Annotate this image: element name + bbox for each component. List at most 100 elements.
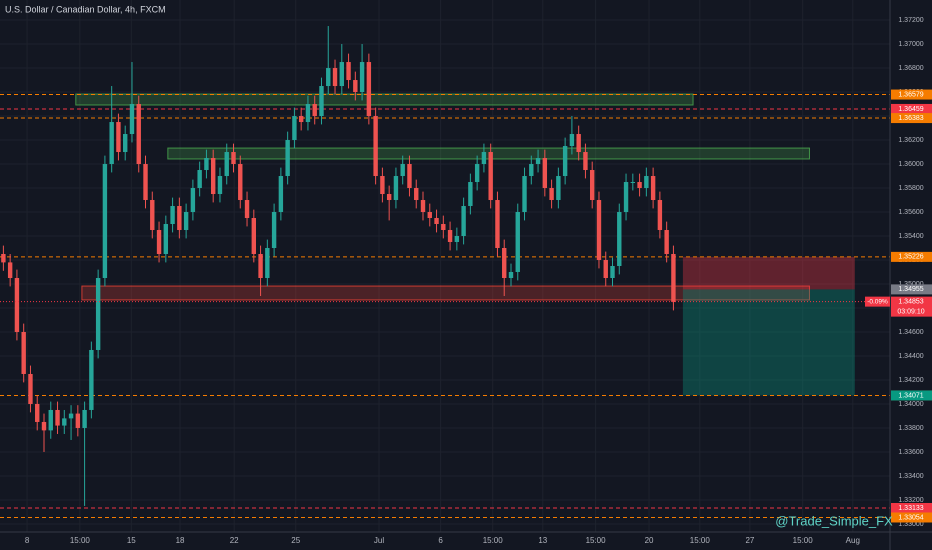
candle-body <box>488 152 493 201</box>
candle-body <box>326 68 331 87</box>
candle-body <box>393 176 399 201</box>
y-tick-label: 1.34000 <box>898 401 923 408</box>
candle-body <box>339 62 344 87</box>
y-tick-label: 1.34600 <box>898 329 923 336</box>
countdown-label: 03:09:10 <box>897 308 924 315</box>
candle-body <box>353 80 358 93</box>
candle-body <box>82 409 87 428</box>
candle-body <box>535 158 541 165</box>
candle-body <box>143 164 148 201</box>
candle-body <box>420 200 426 213</box>
candle-body <box>583 152 588 171</box>
candle-body <box>123 134 128 153</box>
candle-body <box>210 158 216 195</box>
candle-body <box>610 266 615 278</box>
level-label: 1.35226 <box>898 254 923 261</box>
candle-body <box>7 262 13 278</box>
y-tick-label: 1.35400 <box>898 233 923 240</box>
level-label-bg <box>891 103 932 114</box>
candle-body <box>109 122 114 165</box>
x-tick-label: 15:00 <box>483 536 504 545</box>
candle-body <box>542 158 548 189</box>
candle-body <box>515 212 520 272</box>
candle-body <box>576 134 581 153</box>
candle-body <box>95 277 101 350</box>
candle-body <box>359 62 365 93</box>
candle-body <box>89 349 94 410</box>
candle-body <box>163 224 169 255</box>
x-tick-label: 25 <box>291 536 300 545</box>
x-tick-label: 6 <box>438 536 443 545</box>
y-tick-label: 1.35800 <box>898 185 923 192</box>
y-tick-label: 1.33600 <box>898 449 923 456</box>
candle-body <box>637 182 642 189</box>
candle-body <box>278 176 284 213</box>
candle-body <box>427 212 432 219</box>
x-tick-label: 15:00 <box>690 536 711 545</box>
candle-body <box>454 236 460 243</box>
candle-body <box>671 254 676 302</box>
x-tick-label: 22 <box>230 536 239 545</box>
candle-body <box>156 230 162 255</box>
candle-body <box>170 206 175 225</box>
candle-body <box>386 194 392 201</box>
candle-body <box>238 164 243 201</box>
level-label-bg <box>891 512 932 523</box>
candle-body <box>231 152 236 165</box>
x-tick-label: 15:00 <box>586 536 607 545</box>
candle-body <box>136 104 141 165</box>
candle-body <box>298 116 304 123</box>
candle-body <box>258 254 263 278</box>
candle-body <box>617 212 622 266</box>
candle-body <box>522 176 527 213</box>
candle-body <box>657 200 663 231</box>
candle-body <box>204 158 209 171</box>
level-label-bg <box>891 503 932 514</box>
y-tick-label: 1.34400 <box>898 353 923 360</box>
candle-body <box>1 254 6 263</box>
zone <box>75 93 694 106</box>
candle-body <box>14 277 20 332</box>
x-tick-label: 15:00 <box>70 536 91 545</box>
y-tick-label: 1.36800 <box>898 65 923 72</box>
candle-body <box>380 176 385 195</box>
x-tick-label: 8 <box>25 536 30 545</box>
candle-body <box>265 248 270 278</box>
candle-body <box>55 409 60 426</box>
candle-body <box>41 421 47 431</box>
last-price-label: 1.34853 <box>898 298 923 305</box>
candle-body <box>468 182 473 207</box>
y-tick-label: 1.33000 <box>898 521 923 528</box>
candle-body <box>217 176 223 195</box>
last-price-label-bg <box>891 296 932 317</box>
candle-body <box>373 116 378 177</box>
candle-body <box>549 188 554 201</box>
candle-body <box>529 164 534 177</box>
level-label-bg <box>891 89 932 100</box>
y-tick-label: 1.35600 <box>898 209 923 216</box>
target-label: 1.34071 <box>898 392 923 399</box>
candle-body <box>590 170 595 201</box>
level-label-bg <box>891 113 932 124</box>
plot <box>0 26 890 518</box>
candle-body <box>224 152 229 177</box>
level-label: 1.36459 <box>898 106 923 113</box>
candle-body <box>48 409 53 431</box>
candle-body <box>623 182 629 213</box>
candle-body <box>312 104 317 117</box>
candle-body <box>285 140 290 177</box>
candle-body <box>461 206 466 237</box>
x-tick-label: Aug <box>846 536 860 545</box>
candle-body <box>102 164 108 278</box>
candle-body <box>434 218 439 225</box>
candle-body <box>502 248 507 278</box>
x-tick-label: Jul <box>374 536 384 545</box>
candle-body <box>441 224 446 231</box>
candle-body <box>292 116 297 141</box>
level-label: 1.36383 <box>898 115 923 122</box>
candle-body <box>332 68 338 87</box>
level-label: 1.33054 <box>898 514 923 521</box>
candle-body <box>603 260 608 278</box>
candle-body <box>68 413 74 419</box>
candle-body <box>664 230 669 255</box>
